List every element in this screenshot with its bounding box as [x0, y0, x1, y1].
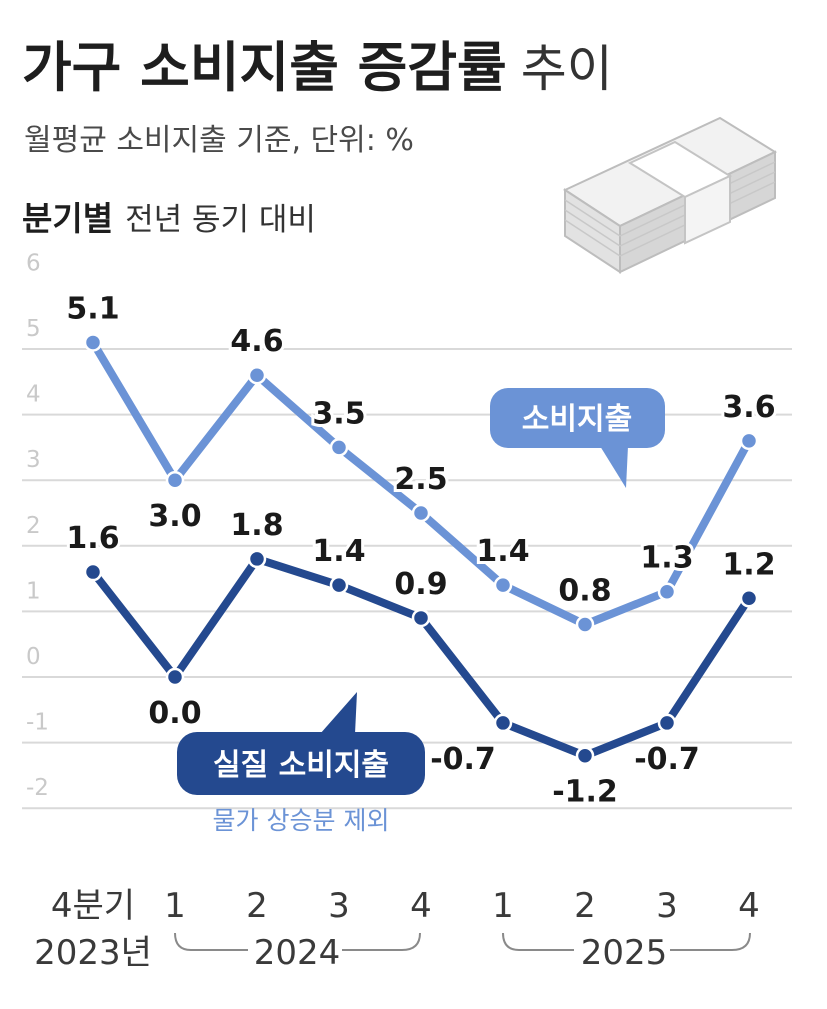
x-tick-label: 4분기 — [51, 886, 135, 926]
year-brackets: 2023년 2024 2025 — [34, 932, 751, 973]
data-point — [165, 470, 185, 490]
money-stack-illustration — [562, 116, 778, 274]
data-label: 2.5 — [394, 462, 447, 497]
x-group-label-2023: 2023년 — [34, 933, 152, 973]
data-point — [411, 503, 431, 523]
y-tick-label: 5 — [26, 316, 41, 342]
x-tick-label: 1 — [492, 886, 514, 926]
bracket-2025 — [502, 932, 751, 951]
data-label: -1.2 — [552, 775, 618, 810]
data-point — [657, 713, 677, 733]
x-tick-label: 4 — [410, 886, 432, 926]
x-tick-label: 4 — [738, 886, 760, 926]
data-label: 3.5 — [312, 396, 365, 431]
y-tick-label: -2 — [26, 775, 49, 801]
y-tick-label: 6 — [26, 250, 41, 276]
chart-subtitle: 월평균 소비지출 기준, 단위: % — [24, 123, 414, 158]
data-point — [83, 562, 103, 582]
x-axis-ticks: 4분기 1 2 3 4 1 2 3 4 — [51, 886, 760, 926]
data-label: -0.7 — [634, 742, 700, 777]
x-tick-label: 3 — [656, 886, 678, 926]
chart-title: 가구 소비지출 증감률 추이 — [22, 36, 613, 99]
data-label: 0.9 — [394, 567, 447, 602]
data-label: 1.6 — [66, 521, 119, 556]
data-point — [165, 667, 185, 687]
data-point — [575, 746, 595, 765]
data-label: 1.3 — [640, 541, 693, 576]
data-label: 5.1 — [66, 291, 119, 326]
data-point — [83, 333, 103, 352]
data-point — [739, 589, 759, 608]
data-label: 0.8 — [558, 574, 611, 609]
legend-label-consumption: 소비지출 — [522, 402, 632, 437]
x-tick-label: 2 — [574, 886, 596, 926]
data-label: 1.4 — [312, 534, 365, 569]
y-tick-label: 4 — [26, 382, 41, 408]
data-point — [493, 575, 513, 595]
data-label: 1.8 — [230, 508, 283, 543]
x-group-label-2025: 2025 — [581, 933, 668, 973]
y-tick-label: 0 — [26, 644, 41, 670]
data-label: -0.7 — [430, 742, 496, 777]
data-label: 3.6 — [722, 390, 775, 425]
legend-bubble-consumption: 소비지출 — [490, 388, 665, 488]
data-point — [247, 365, 267, 385]
data-point — [247, 549, 267, 569]
x-tick-label: 1 — [164, 886, 186, 926]
series-layer: 5.1 3.0 4.6 3.5 2.5 1.4 0.8 1.3 3.6 1.6 0.0 1.8 1.4 0… — [63, 288, 778, 812]
data-point — [739, 431, 759, 451]
data-label: 1.4 — [476, 534, 529, 569]
data-point — [493, 713, 513, 733]
data-label: 0.0 — [148, 696, 201, 731]
y-axis-ticks: -2 -1 0 1 2 3 4 5 6 — [26, 250, 49, 801]
data-label: 4.6 — [230, 324, 283, 359]
x-tick-label: 2 — [246, 886, 268, 926]
y-tick-label: 3 — [26, 447, 41, 473]
section-label: 분기별 전년 동기 대비 — [22, 199, 316, 238]
y-tick-label: 1 — [26, 578, 41, 604]
y-tick-label: -1 — [26, 710, 49, 736]
data-label: 3.0 — [148, 499, 201, 534]
data-label: 1.2 — [722, 547, 775, 582]
bracket-2024 — [174, 932, 421, 951]
legend-bubble-real-consumption: 실질 소비지출 물가 상승분 제외 — [177, 692, 425, 835]
y-tick-label: 2 — [26, 513, 41, 539]
data-point — [329, 575, 349, 595]
data-point — [329, 438, 349, 457]
legend-label-real-consumption: 실질 소비지출 — [213, 748, 389, 783]
data-point — [657, 582, 677, 601]
x-tick-label: 3 — [328, 886, 350, 926]
legend-note-real-consumption: 물가 상승분 제외 — [213, 806, 390, 835]
data-point — [575, 615, 595, 634]
x-group-label-2024: 2024 — [254, 933, 341, 973]
data-point — [411, 608, 431, 628]
